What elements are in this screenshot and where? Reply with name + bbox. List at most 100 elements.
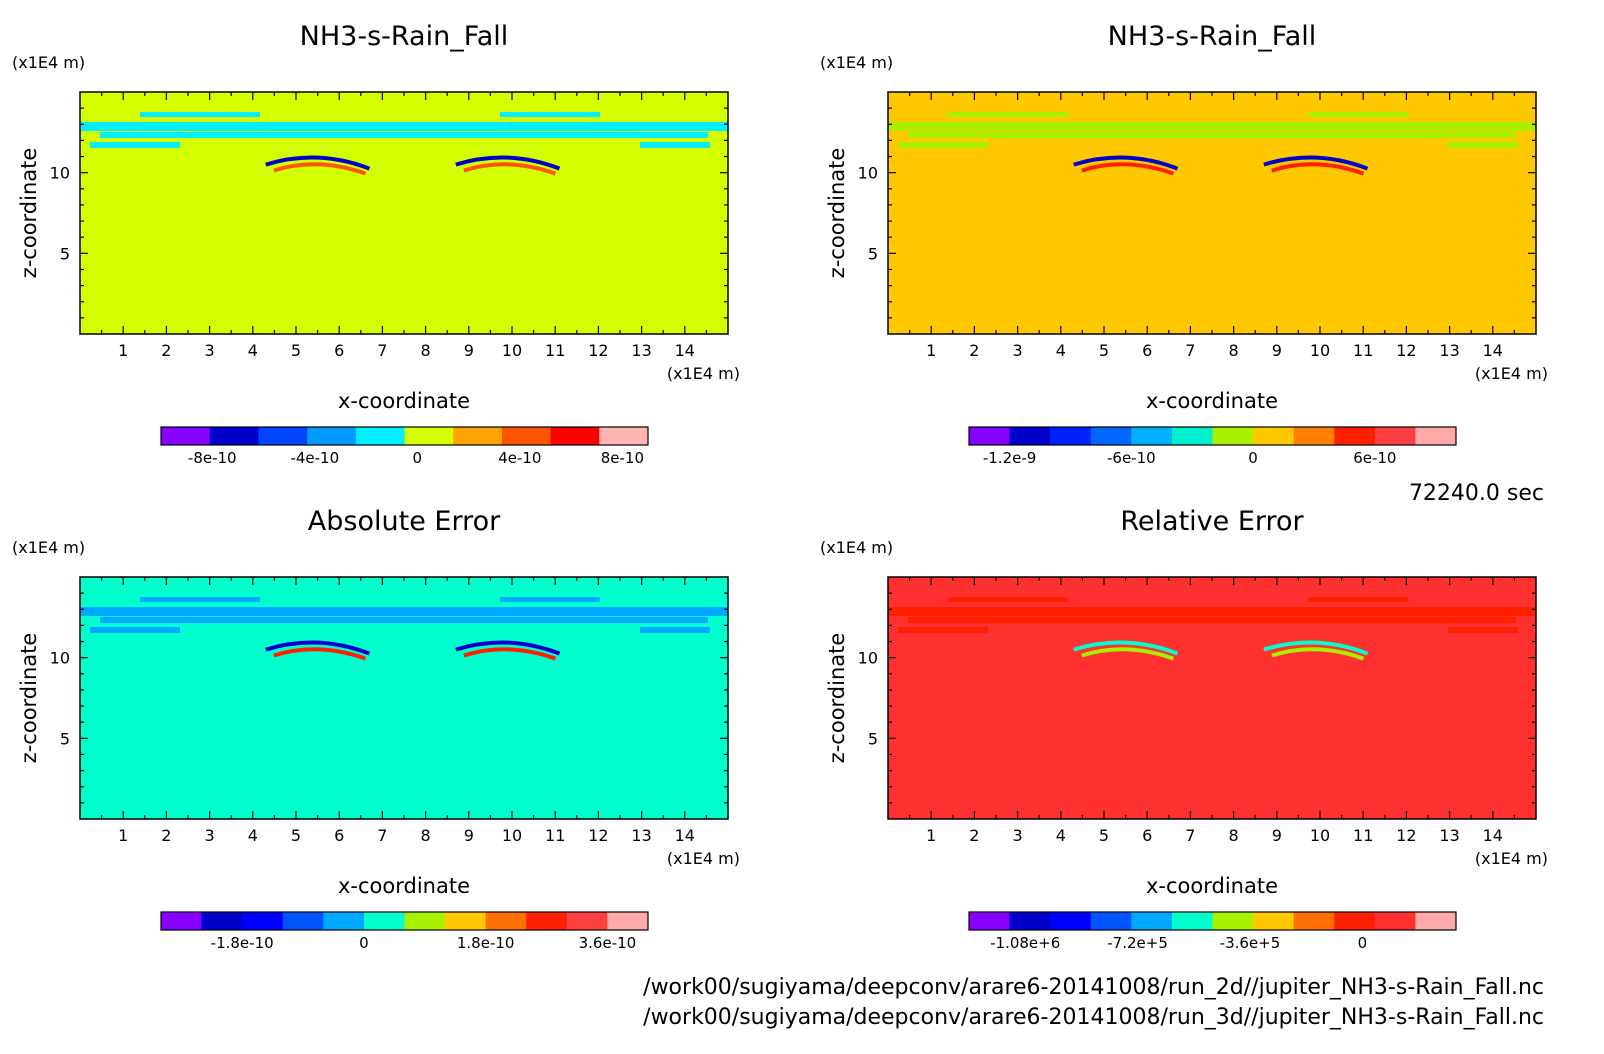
panel-2: NH3-s-Rain_Fall(x1E4 m)1 2 3 4 5 6 7 8 9 10 11 12 13… [820,21,1548,467]
colorbar: -1.8e-10 0 1.8e-10 3.6e-10 [160,911,649,952]
colorbar-tick-label: 4e-10 [498,449,541,467]
colorbar-segment [1374,427,1416,445]
x-tick-label: 14 [1483,826,1503,845]
colorbar-segment [404,912,446,930]
colorbar-segment [1131,912,1173,930]
colorbar-segment [1050,912,1092,930]
colorbar-tick-label: 0 [413,449,423,467]
colorbar-segment [1131,427,1173,445]
x-unit: (x1E4 m) [667,364,740,383]
colorbar-tick-label: -1.8e-10 [211,934,274,952]
y-tick-label: 10 [50,649,70,668]
colorbar-segment [242,912,284,930]
x-tick-label: 4 [1056,341,1066,360]
cloud-layer [888,112,1536,148]
x-tick-label: 1 [926,826,936,845]
chart-title: NH3-s-Rain_Fall [1108,21,1317,52]
colorbar: -8e-10 -4e-10 0 4e-10 8e-10 [160,426,649,467]
x-tick-label: 5 [1099,826,1109,845]
y-axis-label: z-coordinate [825,148,849,279]
x-tick-label: 10 [1310,341,1330,360]
colorbar-segment [201,912,243,930]
layer-band [948,597,1068,602]
x-tick-label: 5 [291,826,301,845]
x-axis-label: x-coordinate [1146,389,1278,413]
colorbar-frame [160,911,649,931]
colorbar-segment [1253,912,1295,930]
cloud-layer [80,112,728,148]
colorbar-segment [453,427,503,445]
y-axis-label: z-coordinate [825,633,849,764]
colorbar-tick-label: 0 [1248,449,1258,467]
colorbar-frame [968,911,1457,931]
colorbar-segment [404,427,454,445]
colorbar-segment [1293,912,1335,930]
source-file-2: /work00/sugiyama/deepconv/arare6-2014100… [643,1005,1544,1030]
colorbar-segment [1293,427,1335,445]
x-tick-label: 10 [1310,826,1330,845]
x-tick-label: 4 [248,826,258,845]
panel-4: Relative Error(x1E4 m)1 2 3 4 5 6 7 8 9 10 11 12 13 1… [820,506,1548,952]
x-tick-label: 8 [421,341,431,360]
wave-feature-low [265,155,371,171]
x-tick-label: 12 [1396,826,1416,845]
colorbar-segment [1334,912,1376,930]
layer-band [140,597,260,602]
colorbar-segment [1090,912,1132,930]
colorbar-segment [1009,427,1051,445]
colorbar-segment [1374,912,1416,930]
wave-feature-high [1081,162,1175,176]
colorbar-segment [607,912,649,930]
layer-band [90,627,180,633]
layer-band [640,627,710,633]
y-unit: (x1E4 m) [12,53,85,72]
x-tick-label: 7 [377,341,387,360]
x-tick-label: 9 [1272,341,1282,360]
colorbar-tick-label: 1.8e-10 [457,934,515,952]
x-tick-label: 5 [291,341,301,360]
x-tick-label: 7 [1185,826,1195,845]
chart-title: Relative Error [1120,506,1304,537]
colorbar-segment [501,427,552,445]
colorbar-segment [355,427,405,445]
wave-feature-high [463,162,557,176]
layer-band [1448,627,1518,633]
x-unit: (x1E4 m) [1475,849,1548,868]
source-file-1: /work00/sugiyama/deepconv/arare6-2014100… [643,975,1544,1000]
colorbar: -1.08e+6 -7.2e+5 -3.6e+5 0 [968,911,1457,952]
x-tick-label: 3 [1013,826,1023,845]
wave-feature-low [455,155,561,171]
colorbar-segment [526,912,568,930]
x-axis-label: x-coordinate [338,874,470,898]
colorbar-segment [307,427,357,445]
x-tick-label: 9 [1272,826,1282,845]
y-tick-label: 10 [858,164,878,183]
layer-band [100,617,708,623]
colorbar-frame [968,426,1457,446]
layer-band [640,142,710,148]
x-tick-label: 12 [588,826,608,845]
wave-feature-high [1081,647,1175,661]
layer-band [908,132,1516,138]
layer-band [100,132,708,138]
colorbar-segment [1212,427,1254,445]
x-unit: (x1E4 m) [667,849,740,868]
x-tick-label: 11 [545,341,565,360]
x-tick-label: 1 [118,826,128,845]
y-unit: (x1E4 m) [820,538,893,557]
colorbar-segment [1090,427,1132,445]
layer-band [500,112,600,117]
colorbar-segment [599,427,649,445]
layer-band [1308,112,1408,117]
x-tick-label: 6 [334,826,344,845]
x-tick-label: 9 [464,341,474,360]
layer-band [948,112,1068,117]
colorbar-segment [445,912,487,930]
x-tick-label: 8 [1229,341,1239,360]
colorbar-segment [282,912,324,930]
x-tick-label: 10 [502,341,522,360]
x-tick-label: 2 [161,826,171,845]
x-tick-label: 6 [1142,826,1152,845]
layer-band [888,122,1536,131]
